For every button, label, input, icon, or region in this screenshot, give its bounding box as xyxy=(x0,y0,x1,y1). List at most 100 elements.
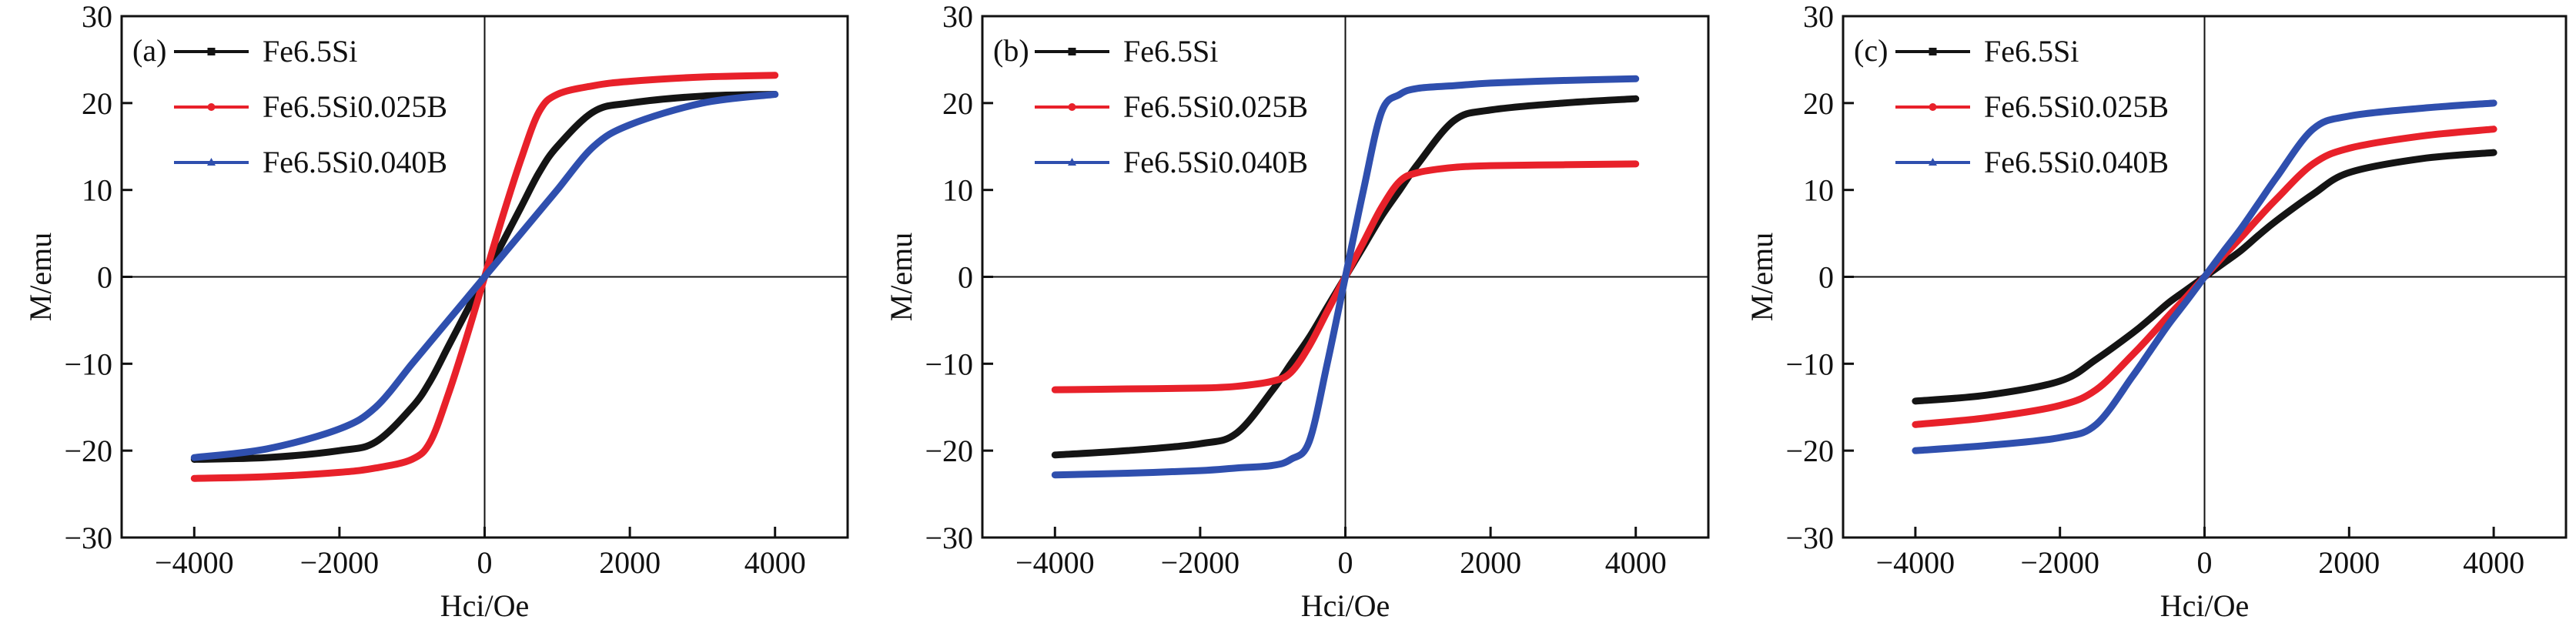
legend-circle-icon xyxy=(1068,103,1076,111)
data-point xyxy=(700,93,705,99)
data-point xyxy=(2310,126,2316,132)
data-point xyxy=(373,465,379,471)
data-point xyxy=(772,91,778,96)
panel-label: (b) xyxy=(993,33,1029,68)
legend-item: Fe6.5Si0.025B xyxy=(1895,89,2169,124)
y-tick-label: 30 xyxy=(82,0,112,34)
x-tick-label: 2000 xyxy=(1460,545,1521,580)
data-point xyxy=(1561,100,1566,106)
panel-label: (a) xyxy=(132,33,166,68)
data-point xyxy=(1270,387,1276,393)
y-tick-label: −30 xyxy=(64,521,112,555)
data-point xyxy=(1306,439,1312,444)
data-point xyxy=(2256,215,2261,220)
data-point xyxy=(1561,77,1566,82)
legend-item: Fe6.5Si0.025B xyxy=(174,89,447,124)
data-point xyxy=(2310,161,2316,166)
panel-b: −4000 −2000 0 2000 4000 −30 −20 −10 0 10 20 30 Hci/O… xyxy=(884,0,1710,623)
data-point xyxy=(554,144,560,149)
legend-item: Fe6.5Si0.040B xyxy=(1895,145,2169,179)
legend-triangle-icon xyxy=(1929,158,1937,166)
x-axis-label: Hci/Oe xyxy=(440,588,530,623)
data-point xyxy=(500,213,506,219)
data-point xyxy=(2238,248,2243,253)
legend-label: Fe6.5Si0.040B xyxy=(1984,145,2169,179)
data-point xyxy=(700,74,705,79)
data-point xyxy=(2347,113,2352,119)
data-point xyxy=(1270,462,1276,467)
data-point xyxy=(2274,196,2280,201)
data-point xyxy=(1125,470,1130,475)
x-tick-label: 4000 xyxy=(2463,545,2524,580)
data-point xyxy=(2129,353,2135,358)
y-tick-label: 0 xyxy=(97,260,112,295)
data-point xyxy=(1379,109,1384,114)
data-point xyxy=(2220,261,2225,266)
legend: Fe6.5Si Fe6.5Si0.025B Fe6.5Si0.040B xyxy=(1895,34,2169,179)
data-point xyxy=(463,296,470,301)
data-point xyxy=(1197,467,1203,473)
data-point xyxy=(536,209,542,214)
data-point xyxy=(1912,398,1918,404)
data-point xyxy=(1361,239,1367,245)
y-tick-label: 20 xyxy=(942,86,973,121)
legend-label: Fe6.5Si0.025B xyxy=(263,89,447,124)
y-tick-label: 0 xyxy=(958,260,973,295)
data-point xyxy=(1488,107,1494,112)
legend-label: Fe6.5Si xyxy=(1123,34,1218,69)
y-tick-label: 20 xyxy=(1803,86,1834,121)
data-point xyxy=(1234,430,1239,436)
data-point xyxy=(1415,85,1421,91)
legend-label: Fe6.5Si xyxy=(263,34,357,69)
data-point xyxy=(2166,300,2171,306)
y-tick-label: −10 xyxy=(1785,347,1834,381)
data-point xyxy=(446,343,451,349)
data-point xyxy=(627,122,633,127)
data-point xyxy=(1197,441,1203,447)
legend-item: Fe6.5Si0.025B xyxy=(1035,89,1308,124)
data-point xyxy=(482,273,487,279)
data-point xyxy=(518,157,524,162)
legend-item: Fe6.5Si xyxy=(1035,34,1218,69)
legend-item: Fe6.5Si0.040B xyxy=(174,145,447,179)
data-point xyxy=(2491,100,2497,106)
data-point xyxy=(1288,370,1293,375)
data-point xyxy=(1270,378,1276,384)
x-tick-label: 4000 xyxy=(1605,545,1667,580)
data-point xyxy=(1561,162,1566,167)
data-point xyxy=(627,79,633,84)
data-point xyxy=(518,205,524,210)
data-point xyxy=(373,439,379,444)
data-point xyxy=(2148,316,2153,321)
data-point xyxy=(1633,96,1638,102)
data-point xyxy=(2147,347,2153,353)
x-axis-label: Hci/Oe xyxy=(2160,588,2250,623)
y-tick-label: 20 xyxy=(82,86,112,121)
data-point xyxy=(264,446,269,451)
legend: Fe6.5Si Fe6.5Si0.025B Fe6.5Si0.040B xyxy=(1035,34,1308,179)
x-tick-label: 2000 xyxy=(599,545,661,580)
data-point xyxy=(1633,75,1638,81)
data-point xyxy=(2057,378,2062,384)
data-point xyxy=(1397,187,1403,193)
data-point xyxy=(2347,146,2352,151)
data-point xyxy=(1985,392,1990,397)
legend-item: Fe6.5Si xyxy=(1895,34,2079,69)
data-point xyxy=(2256,199,2262,205)
x-tick-label: 4000 xyxy=(744,545,806,580)
data-point xyxy=(1125,387,1130,392)
data-point xyxy=(772,72,778,78)
x-tick-label: −2000 xyxy=(2020,545,2099,580)
data-point xyxy=(2184,287,2190,293)
data-point xyxy=(2129,373,2135,379)
data-point xyxy=(1415,161,1420,166)
panel-a: −4000 −2000 0 2000 4000 −30 −20 −10 0 10 20 30 Hci/O… xyxy=(23,0,849,623)
data-point xyxy=(2347,170,2352,176)
data-point xyxy=(500,252,506,257)
data-point xyxy=(1487,80,1494,85)
data-point xyxy=(2057,403,2062,408)
data-point xyxy=(410,457,415,462)
y-tick-label: −10 xyxy=(925,347,973,381)
legend: Fe6.5Si Fe6.5Si0.025B Fe6.5Si0.040B xyxy=(174,34,447,179)
